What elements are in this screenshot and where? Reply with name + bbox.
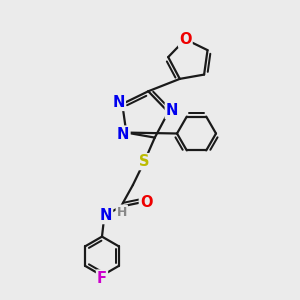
Text: N: N [112, 95, 125, 110]
Text: N: N [166, 103, 178, 118]
Text: O: O [179, 32, 192, 47]
Text: F: F [97, 271, 107, 286]
Text: N: N [100, 208, 112, 223]
Text: H: H [117, 206, 127, 218]
Text: S: S [139, 154, 149, 169]
Text: N: N [117, 127, 130, 142]
Text: O: O [140, 195, 152, 210]
